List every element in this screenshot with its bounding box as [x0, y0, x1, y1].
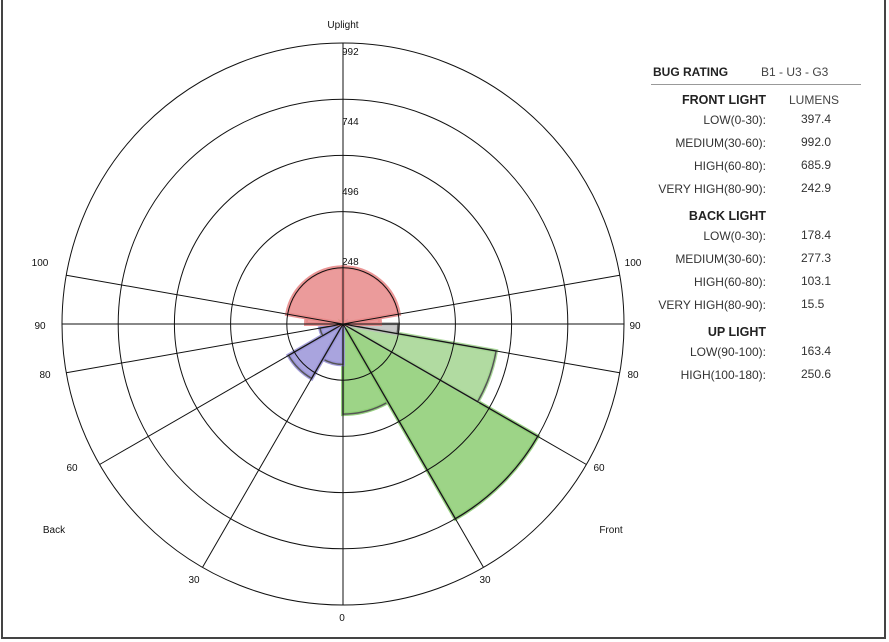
table-row: MEDIUM(30-60): 992.0 — [651, 132, 861, 155]
angle-label-front-30: 30 — [479, 575, 491, 586]
ring-label-496: 496 — [342, 187, 359, 198]
row-value: 103.1 — [801, 274, 832, 288]
row-label: LOW(90-100): — [689, 345, 766, 359]
spoke-100-back — [66, 274, 344, 325]
spoke-80-front — [342, 323, 620, 374]
grid-layer — [61, 42, 625, 606]
row-value: 277.3 — [801, 251, 832, 265]
row-label: VERY HIGH(80-90): — [658, 182, 766, 196]
table-row: HIGH(60-80): 103.1 — [651, 271, 861, 294]
table-row: LOW(0-30): 397.4 — [651, 109, 861, 132]
angle-label-0: 0 — [339, 613, 345, 624]
row-label: MEDIUM(30-60): — [675, 136, 766, 150]
direction-label-back: Back — [43, 525, 66, 536]
spoke-30-front — [342, 323, 484, 568]
lumens-column-header: LUMENS — [789, 93, 840, 107]
row-label: HIGH(100-180): — [680, 368, 766, 382]
spoke-60-front — [342, 323, 587, 465]
direction-label-front: Front — [599, 525, 623, 536]
ring-label-248: 248 — [342, 257, 359, 268]
row-label: LOW(0-30): — [703, 113, 766, 127]
table-row: LOW(90-100): 163.4 — [651, 341, 861, 364]
angle-label-front-100: 100 — [625, 258, 642, 269]
row-label: MEDIUM(30-60): — [675, 252, 766, 266]
spoke-30-back — [202, 323, 344, 568]
bug-rating-value: B1 - U3 - G3 — [761, 65, 829, 79]
bug-rating-table: BUG RATING B1 - U3 - G3 FRONT LIGHT LUME… — [651, 62, 861, 387]
row-value: 685.9 — [801, 158, 832, 172]
spoke-60-back — [99, 323, 344, 465]
zones-layer — [284, 265, 541, 522]
up-light-title: UP LIGHT — [707, 325, 766, 339]
table-row: HIGH(60-80): 685.9 — [651, 155, 861, 178]
angle-label-front-60: 60 — [593, 463, 605, 474]
table-row: MEDIUM(30-60): 277.3 — [651, 248, 861, 271]
angle-label-back-60: 60 — [66, 463, 78, 474]
row-value: 250.6 — [801, 367, 832, 381]
front-light-header: FRONT LIGHT LUMENS — [651, 91, 861, 109]
row-value: 397.4 — [801, 112, 832, 126]
row-value: 992.0 — [801, 135, 832, 149]
polar-bug-chart: Uplight Back Front 100 90 80 60 30 100 9… — [32, 20, 642, 624]
bug-rating-row: BUG RATING B1 - U3 - G3 — [651, 62, 861, 85]
angle-label-back-30: 30 — [188, 575, 200, 586]
spoke-100-front — [342, 274, 620, 325]
table-row: VERY HIGH(80-90): 15.5 — [651, 294, 861, 317]
front-light-title: FRONT LIGHT — [681, 93, 766, 107]
angle-label-back-100: 100 — [32, 258, 49, 269]
angle-label-back-80: 80 — [39, 370, 51, 381]
direction-label-uplight: Uplight — [327, 20, 358, 31]
row-label: LOW(0-30): — [703, 229, 766, 243]
up-light-header: UP LIGHT — [651, 323, 861, 341]
back-light-title: BACK LIGHT — [688, 209, 766, 223]
spoke-80-back — [66, 323, 344, 374]
row-label: HIGH(60-80): — [693, 159, 766, 173]
row-value: 242.9 — [801, 181, 832, 195]
back-light-header: BACK LIGHT — [651, 207, 861, 225]
ring-label-744: 744 — [342, 117, 359, 128]
ring-label-992: 992 — [342, 47, 359, 58]
label-layer: Uplight Back Front 100 90 80 60 30 100 9… — [32, 20, 642, 624]
table-row: LOW(0-30): 178.4 — [651, 225, 861, 248]
row-value: 15.5 — [801, 297, 825, 311]
row-value: 163.4 — [801, 344, 832, 358]
row-label: HIGH(60-80): — [693, 275, 766, 289]
bug-rating-title: BUG RATING — [653, 65, 729, 79]
angle-label-back-90: 90 — [34, 321, 46, 332]
table-row: HIGH(100-180): 250.6 — [651, 364, 861, 387]
angle-label-front-90: 90 — [629, 321, 641, 332]
angle-label-front-80: 80 — [627, 370, 639, 381]
row-label: VERY HIGH(80-90): — [658, 298, 766, 312]
table-row: VERY HIGH(80-90): 242.9 — [651, 178, 861, 201]
row-value: 178.4 — [801, 228, 832, 242]
